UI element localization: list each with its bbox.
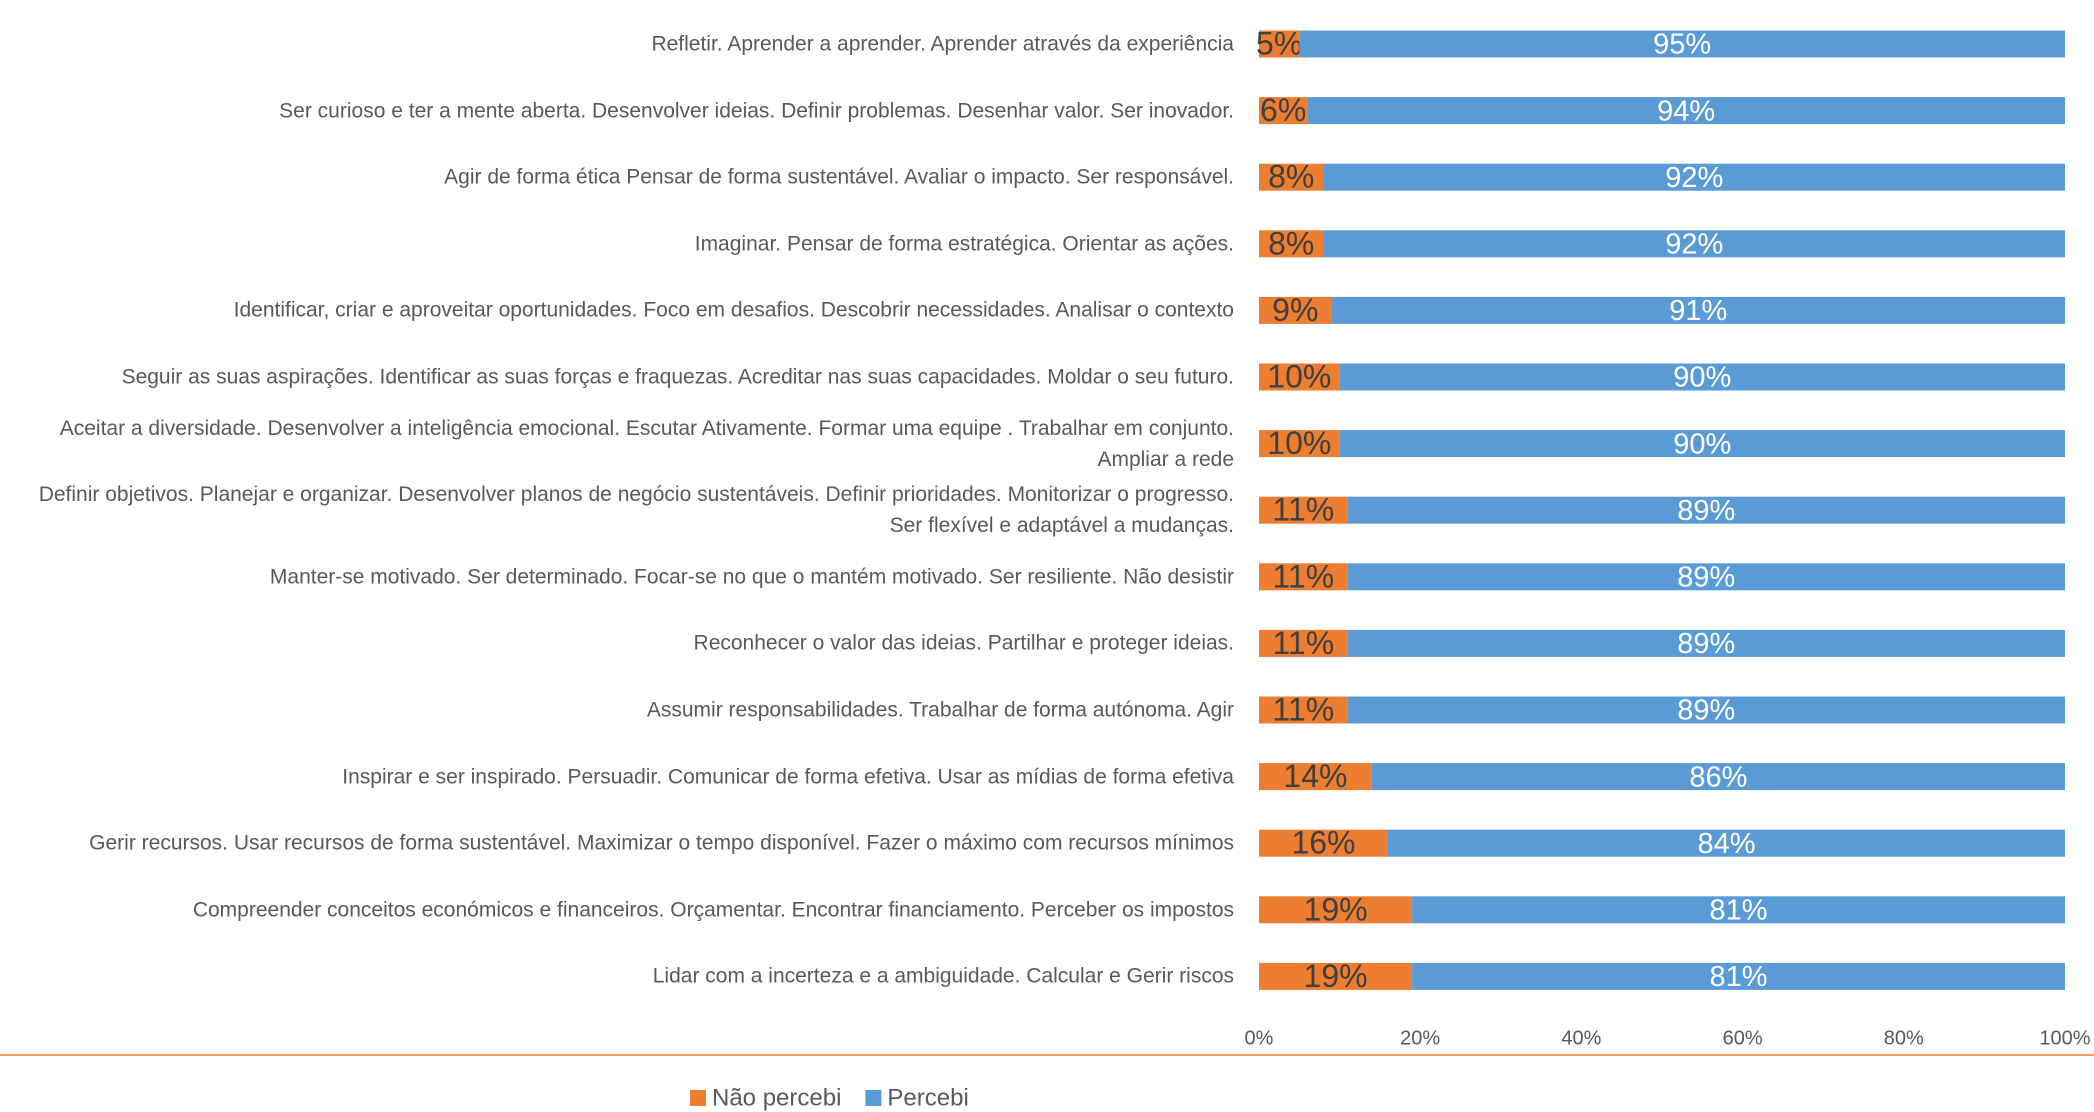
- value-label: 11%: [1272, 691, 1334, 727]
- value-label: 16%: [1291, 825, 1355, 861]
- bar-segment: [1259, 296, 1332, 324]
- category-label: Assumir responsabilidades. Trabalhar de …: [646, 698, 1234, 722]
- bar-segment: [1259, 696, 1348, 724]
- bar-segment: [1259, 629, 1348, 657]
- category-label: Identificar, criar e aproveitar oportuni…: [233, 298, 1234, 322]
- bar-segment: [1371, 763, 2065, 791]
- x-tick-label: 0%: [1245, 1027, 1274, 1049]
- bar-segment: [1259, 896, 1413, 924]
- bar-segment: [1331, 296, 2065, 324]
- x-tick-label: 40%: [1561, 1027, 1601, 1049]
- bar-segment: [1323, 230, 2065, 258]
- legend-label: Percebi: [887, 1084, 968, 1111]
- bar-segment: [1259, 30, 1300, 58]
- category-label: Gerir recursos. Usar recursos de forma s…: [89, 831, 1234, 855]
- value-label: 89%: [1677, 695, 1735, 727]
- x-tick-label: 80%: [1884, 1027, 1924, 1049]
- category-label: Compreender conceitos económicos e finan…: [192, 898, 1234, 922]
- bar-segment: [1259, 430, 1340, 458]
- bar-segment: [1412, 896, 2065, 924]
- value-label: 81%: [1710, 961, 1768, 993]
- bar-segment: [1307, 97, 2065, 125]
- value-label: 90%: [1673, 428, 1731, 460]
- value-label: 11%: [1272, 558, 1334, 594]
- category-label: Reconhecer o valor das ideias. Partilhar…: [693, 631, 1234, 655]
- category-label: Manter-se motivado. Ser determinado. Foc…: [269, 565, 1234, 589]
- bar-segment: [1339, 363, 2065, 391]
- category-label: Aceitar a diversidade. Desenvolver a int…: [59, 416, 1234, 471]
- bar-segment: [1259, 962, 1413, 990]
- bar-segment: [1347, 496, 2065, 524]
- value-label: 89%: [1677, 561, 1735, 593]
- value-label: 91%: [1669, 295, 1727, 327]
- value-label: 10%: [1267, 425, 1331, 461]
- x-tick-label: 20%: [1400, 1027, 1440, 1049]
- value-label: 10%: [1267, 358, 1331, 394]
- bar-segment: [1347, 629, 2065, 657]
- legend-label: Não percebi: [712, 1084, 841, 1111]
- value-label: 86%: [1689, 761, 1747, 793]
- category-label: Ser curioso e ter a mente aberta. Desenv…: [279, 99, 1234, 123]
- bar-segment: [1259, 230, 1324, 258]
- category-label: Definir objetivos. Planejar e organizar.…: [38, 483, 1234, 538]
- bar-segment: [1259, 563, 1348, 591]
- bar-segment: [1259, 363, 1340, 391]
- category-label: Seguir as suas aspirações. Identificar a…: [121, 365, 1234, 389]
- bar-segment: [1347, 696, 2065, 724]
- value-label: 89%: [1677, 628, 1735, 660]
- value-label: 14%: [1283, 758, 1347, 794]
- legend-swatch: [865, 1090, 882, 1106]
- value-label: 6%: [1260, 92, 1306, 128]
- value-label: 95%: [1653, 29, 1711, 61]
- value-label: 92%: [1665, 162, 1723, 194]
- bar-segment: [1387, 829, 2065, 857]
- value-label: 5%: [1256, 25, 1302, 61]
- bar-segment: [1299, 30, 2065, 58]
- value-label: 19%: [1304, 891, 1368, 927]
- category-label: Imaginar. Pensar de forma estratégica. O…: [694, 232, 1234, 256]
- value-label: 94%: [1657, 95, 1715, 127]
- value-label: 90%: [1673, 362, 1731, 394]
- value-label: 8%: [1268, 159, 1314, 195]
- category-label: Inspirar e ser inspirado. Persuadir. Com…: [342, 765, 1234, 789]
- bar-segment: [1412, 962, 2065, 990]
- value-label: 84%: [1697, 828, 1755, 860]
- value-label: 9%: [1272, 292, 1318, 328]
- value-label: 11%: [1272, 492, 1334, 528]
- value-label: 11%: [1272, 625, 1334, 661]
- legend-swatch: [690, 1090, 706, 1106]
- value-label: 89%: [1677, 495, 1735, 527]
- value-label: 81%: [1710, 894, 1768, 926]
- bar-segment: [1339, 430, 2065, 458]
- bar-segment: [1323, 163, 2065, 191]
- bar-segment: [1347, 563, 2065, 591]
- category-label: Refletir. Aprender a aprender. Aprender …: [651, 32, 1234, 56]
- category-label: Agir de forma ética Pensar de forma sust…: [444, 165, 1234, 189]
- value-label: 92%: [1665, 228, 1723, 260]
- bar-segment: [1259, 97, 1308, 125]
- category-label: Lidar com a incerteza e a ambiguidade. C…: [652, 964, 1234, 988]
- value-label: 19%: [1304, 958, 1368, 994]
- bar-segment: [1259, 763, 1372, 791]
- bar-segment: [1259, 829, 1388, 857]
- x-tick-label: 100%: [2039, 1027, 2090, 1049]
- bar-segment: [1259, 163, 1324, 191]
- bar-segment: [1259, 496, 1348, 524]
- x-tick-label: 60%: [1723, 1027, 1763, 1049]
- value-label: 8%: [1268, 225, 1314, 261]
